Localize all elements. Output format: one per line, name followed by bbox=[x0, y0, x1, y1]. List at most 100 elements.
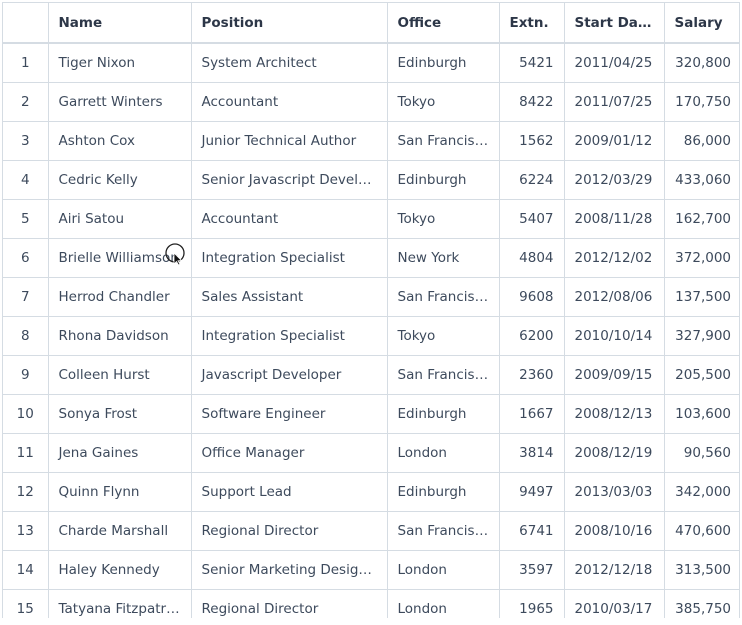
column-header-start-date[interactable]: Start Date bbox=[564, 3, 665, 44]
cell-salary: 470,600 bbox=[664, 511, 739, 551]
cell-extn: 3814 bbox=[499, 433, 565, 473]
cell-name: Garrett Winters bbox=[48, 82, 192, 122]
cell-salary: 313,500 bbox=[664, 550, 739, 590]
cell-start-date: 2008/11/28 bbox=[564, 199, 665, 239]
cell-index: 5 bbox=[3, 199, 49, 239]
cell-start-date: 2008/10/16 bbox=[564, 511, 665, 551]
column-header-name[interactable]: Name bbox=[48, 3, 192, 44]
cell-office: Edinburgh bbox=[387, 160, 500, 200]
cell-name: Rhona Davidson bbox=[48, 316, 192, 356]
cell-name: Tatyana Fitzpatrick bbox=[48, 589, 192, 618]
cell-index: 14 bbox=[3, 550, 49, 590]
cell-extn: 1667 bbox=[499, 394, 565, 434]
table-row[interactable]: 1 Tiger Nixon System Architect Edinburgh 542… bbox=[3, 43, 739, 83]
cell-position: Software Engineer bbox=[191, 394, 388, 434]
cell-name: Quinn Flynn bbox=[48, 472, 192, 512]
column-header-index[interactable] bbox=[3, 3, 49, 44]
table-row[interactable]: 15 Tatyana Fitzpatrick Regional Director Lo… bbox=[3, 589, 739, 618]
cell-office: Edinburgh bbox=[387, 394, 500, 434]
table-row[interactable]: 11 Jena Gaines Office Manager London 3814 200… bbox=[3, 433, 739, 473]
column-header-salary[interactable]: Salary bbox=[664, 3, 739, 44]
cell-index: 12 bbox=[3, 472, 49, 512]
cell-extn: 6200 bbox=[499, 316, 565, 356]
cell-start-date: 2012/08/06 bbox=[564, 277, 665, 317]
table-row[interactable]: 6 Brielle Williamson Integration Specialis… bbox=[3, 238, 739, 278]
cell-extn: 5407 bbox=[499, 199, 565, 239]
cell-office: London bbox=[387, 550, 500, 590]
cell-office: Edinburgh bbox=[387, 43, 500, 83]
cell-start-date: 2012/12/18 bbox=[564, 550, 665, 590]
cell-start-date: 2012/03/29 bbox=[564, 160, 665, 200]
cell-name: Colleen Hurst bbox=[48, 355, 192, 395]
table-row[interactable]: 8 Rhona Davidson Integration Specialist Tok… bbox=[3, 316, 739, 356]
cell-salary: 86,000 bbox=[664, 121, 739, 161]
cell-index: 3 bbox=[3, 121, 49, 161]
header-row: Name Position Office Extn. Start Date Salary bbox=[3, 3, 739, 44]
table-row[interactable]: 7 Herrod Chandler Sales Assistant San Franc… bbox=[3, 277, 739, 317]
cell-office: New York bbox=[387, 238, 500, 278]
column-header-office[interactable]: Office bbox=[387, 3, 500, 44]
table-row[interactable]: 4 Cedric Kelly Senior Javascript Developer… bbox=[3, 160, 739, 200]
cell-index: 4 bbox=[3, 160, 49, 200]
cell-office: San Francisco bbox=[387, 277, 500, 317]
cell-position: Accountant bbox=[191, 82, 388, 122]
cell-position: Regional Director bbox=[191, 511, 388, 551]
cell-salary: 385,750 bbox=[664, 589, 739, 618]
cell-salary: 320,800 bbox=[664, 43, 739, 83]
cell-extn: 8422 bbox=[499, 82, 565, 122]
cell-name: Haley Kennedy bbox=[48, 550, 192, 590]
table-row[interactable]: 10 Sonya Frost Software Engineer Edinburgh 1… bbox=[3, 394, 739, 434]
table-row[interactable]: 2 Garrett Winters Accountant Tokyo 8422 2011/… bbox=[3, 82, 739, 122]
cell-position: Integration Specialist bbox=[191, 238, 388, 278]
cell-extn: 3597 bbox=[499, 550, 565, 590]
table-row[interactable]: 14 Haley Kennedy Senior Marketing Designer… bbox=[3, 550, 739, 590]
table-row[interactable]: 5 Airi Satou Accountant Tokyo 5407 2008/11/28… bbox=[3, 199, 739, 239]
cell-office: Tokyo bbox=[387, 82, 500, 122]
cell-extn: 9608 bbox=[499, 277, 565, 317]
cell-position: Sales Assistant bbox=[191, 277, 388, 317]
column-header-extn[interactable]: Extn. bbox=[499, 3, 565, 44]
cell-start-date: 2010/10/14 bbox=[564, 316, 665, 356]
cell-start-date: 2010/03/17 bbox=[564, 589, 665, 618]
cell-position: Regional Director bbox=[191, 589, 388, 618]
cell-office: London bbox=[387, 433, 500, 473]
cell-salary: 327,900 bbox=[664, 316, 739, 356]
cell-name: Cedric Kelly bbox=[48, 160, 192, 200]
cell-name: Tiger Nixon bbox=[48, 43, 192, 83]
cell-salary: 137,500 bbox=[664, 277, 739, 317]
cell-index: 7 bbox=[3, 277, 49, 317]
table-row[interactable]: 3 Ashton Cox Junior Technical Author San Fr… bbox=[3, 121, 739, 161]
cell-name: Ashton Cox bbox=[48, 121, 192, 161]
cell-start-date: 2012/12/02 bbox=[564, 238, 665, 278]
cell-extn: 9497 bbox=[499, 472, 565, 512]
table-row[interactable]: 13 Charde Marshall Regional Director San Fr… bbox=[3, 511, 739, 551]
cell-start-date: 2011/07/25 bbox=[564, 82, 665, 122]
cell-extn: 1562 bbox=[499, 121, 565, 161]
cell-extn: 4804 bbox=[499, 238, 565, 278]
cell-position: Senior Marketing Designer bbox=[191, 550, 388, 590]
cell-position: Support Lead bbox=[191, 472, 388, 512]
cell-name: Charde Marshall bbox=[48, 511, 192, 551]
cell-salary: 170,750 bbox=[664, 82, 739, 122]
cell-name: Brielle Williamson bbox=[48, 238, 192, 278]
employee-table: Name Position Office Extn. Start Date Salary … bbox=[3, 3, 739, 618]
cell-extn: 6741 bbox=[499, 511, 565, 551]
cell-start-date: 2009/09/15 bbox=[564, 355, 665, 395]
table-row[interactable]: 12 Quinn Flynn Support Lead Edinburgh 9497 20… bbox=[3, 472, 739, 512]
cell-index: 6 bbox=[3, 238, 49, 278]
cell-extn: 1965 bbox=[499, 589, 565, 618]
cell-position: Junior Technical Author bbox=[191, 121, 388, 161]
table-row[interactable]: 9 Colleen Hurst Javascript Developer San Fr… bbox=[3, 355, 739, 395]
cell-start-date: 2008/12/13 bbox=[564, 394, 665, 434]
column-header-position[interactable]: Position bbox=[191, 3, 388, 44]
cell-office: San Francisco bbox=[387, 355, 500, 395]
cell-salary: 433,060 bbox=[664, 160, 739, 200]
cell-office: Edinburgh bbox=[387, 472, 500, 512]
cell-salary: 342,000 bbox=[664, 472, 739, 512]
cell-index: 11 bbox=[3, 433, 49, 473]
cell-position: Accountant bbox=[191, 199, 388, 239]
cell-position: Javascript Developer bbox=[191, 355, 388, 395]
cell-salary: 90,560 bbox=[664, 433, 739, 473]
cell-name: Sonya Frost bbox=[48, 394, 192, 434]
